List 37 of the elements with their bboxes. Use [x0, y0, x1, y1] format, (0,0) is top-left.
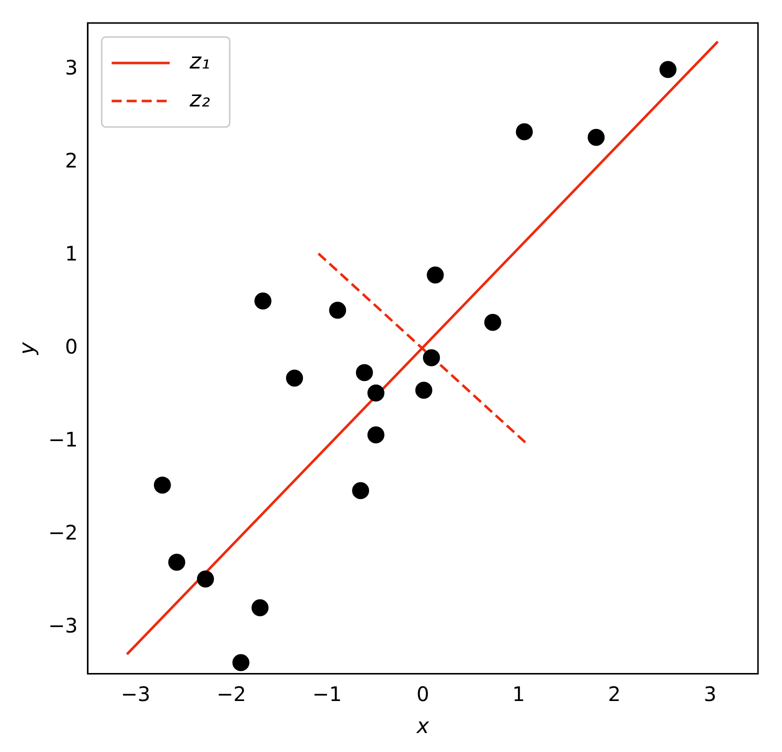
x-tick-label: 3 — [704, 682, 716, 706]
y-tick-label: −2 — [48, 520, 78, 545]
point — [367, 384, 384, 402]
x-tick-label: 0 — [416, 682, 430, 706]
y-tick-label: 1 — [64, 242, 78, 266]
point — [329, 302, 346, 319]
y-tick-label: 0 — [64, 334, 78, 359]
point — [516, 123, 533, 140]
point — [286, 370, 304, 387]
point — [356, 364, 373, 382]
x-tick-label: −3 — [120, 682, 150, 706]
x-tick-label: 2 — [608, 682, 621, 706]
x-tick-label: −2 — [216, 682, 246, 706]
x-tick-label: −1 — [312, 682, 342, 706]
point — [232, 654, 250, 672]
point — [168, 554, 186, 571]
y-tick-label: 2 — [64, 148, 78, 173]
point — [252, 599, 269, 616]
point — [422, 349, 440, 366]
point — [367, 426, 384, 444]
legend-label: z₁ — [188, 50, 210, 75]
point — [415, 382, 432, 399]
y-tick-label: −1 — [48, 428, 78, 452]
y-axis-title: y — [15, 342, 40, 356]
point — [154, 476, 171, 494]
point — [254, 292, 272, 310]
y-tick-label: 3 — [64, 56, 78, 80]
x-axis-title: x — [416, 714, 430, 738]
point — [659, 60, 676, 78]
point — [352, 482, 370, 500]
legend-label: z₂ — [188, 88, 210, 113]
y-tick-label: −3 — [48, 614, 78, 638]
point — [426, 266, 444, 284]
point — [484, 314, 502, 331]
x-tick-label: 1 — [512, 682, 525, 706]
point — [196, 570, 214, 588]
point — [588, 128, 605, 146]
